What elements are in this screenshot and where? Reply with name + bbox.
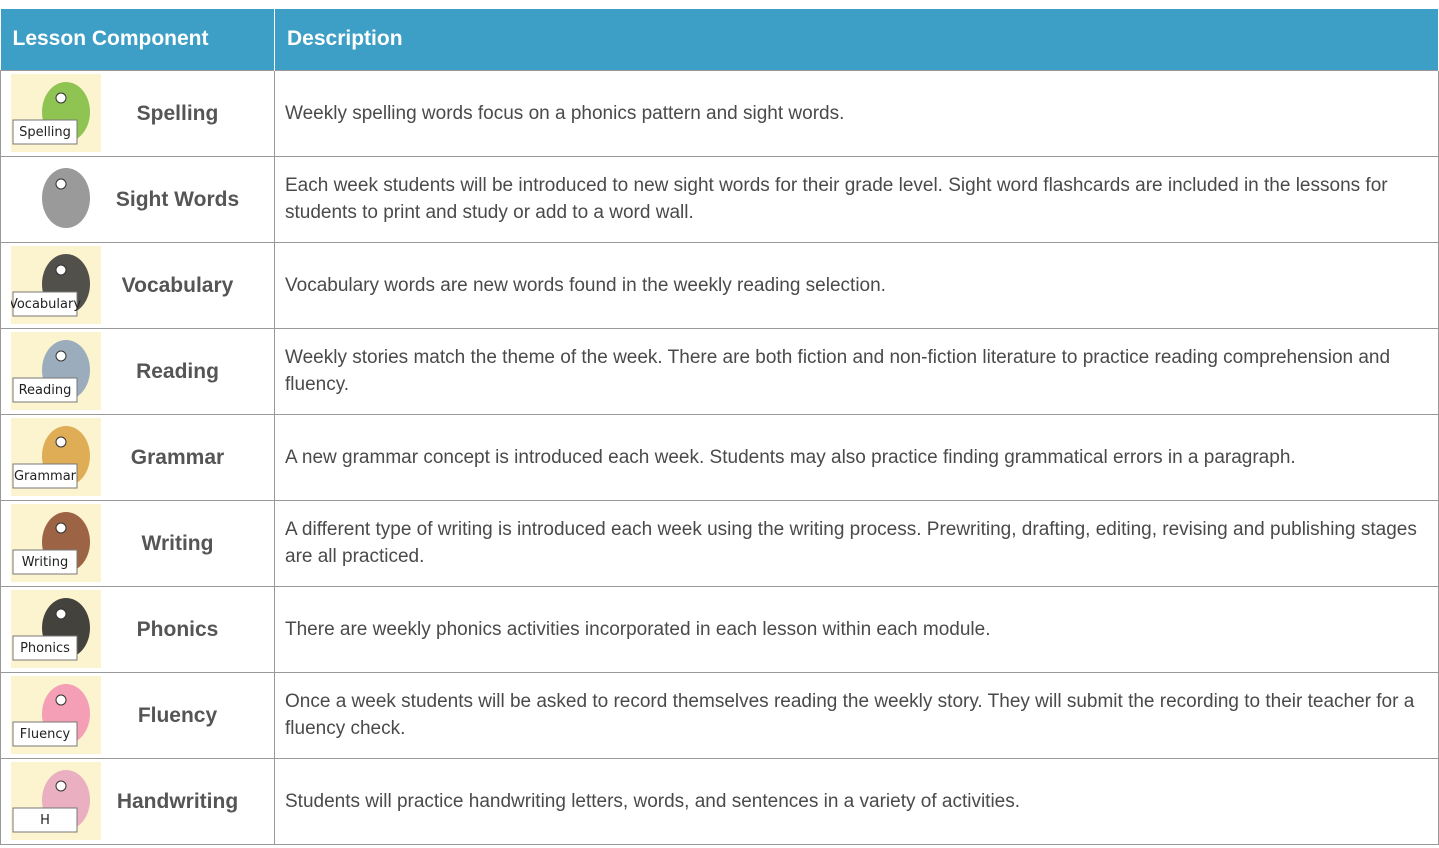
icon-sign bbox=[12, 635, 78, 660]
table-row: Sight Words Each week students will be in… bbox=[0, 155, 1439, 243]
component-name: Phonics bbox=[136, 617, 219, 641]
table-row: Vocabulary Vocabulary Vocabulary words are… bbox=[0, 241, 1439, 329]
icon-eye bbox=[55, 780, 67, 791]
icon-label: Reading bbox=[19, 383, 72, 398]
component-name: Writing bbox=[141, 531, 214, 555]
component-cell: Reading Reading bbox=[0, 327, 275, 415]
icon-label: Vocabulary bbox=[11, 297, 81, 312]
icon-sign bbox=[12, 807, 78, 832]
icon-eye bbox=[55, 350, 67, 361]
icon-sign bbox=[12, 119, 78, 144]
description-cell: Students will practice handwriting lette… bbox=[274, 757, 1439, 845]
icon-sign bbox=[12, 463, 78, 488]
table-row: Phonics Phonics There are weekly phonics a… bbox=[0, 585, 1439, 673]
icon-eye bbox=[55, 608, 67, 619]
table-row: Grammar Grammar A new grammar concept is i… bbox=[0, 413, 1439, 501]
table-row: Spelling Spelling Weekly spelling words fo… bbox=[0, 69, 1439, 157]
component-cell: Writing Writing bbox=[0, 499, 275, 587]
icon-label: Writing bbox=[22, 555, 68, 570]
icon-sign bbox=[12, 377, 78, 402]
icon-eye bbox=[55, 522, 67, 533]
icon-eye bbox=[55, 178, 67, 189]
component-icon: Vocabulary bbox=[11, 245, 101, 324]
component-cell: H Handwriting bbox=[0, 757, 275, 845]
component-cell: Fluency Fluency bbox=[0, 671, 275, 759]
description-cell: There are weekly phonics activities inco… bbox=[274, 585, 1439, 673]
component-icon: Writing bbox=[11, 503, 101, 582]
description-cell: Vocabulary words are new words found in … bbox=[274, 241, 1439, 329]
table-row: Writing Writing A different type of writin… bbox=[0, 499, 1439, 587]
icon-sign bbox=[12, 291, 78, 316]
icon-label: Grammar bbox=[14, 469, 77, 484]
component-name: Spelling bbox=[136, 101, 219, 125]
component-cell: Phonics Phonics bbox=[0, 585, 275, 673]
component-cell: Sight Words bbox=[0, 155, 275, 243]
component-cell: Spelling Spelling bbox=[0, 69, 275, 157]
component-name: Sight Words bbox=[115, 187, 240, 211]
icon-sign bbox=[12, 721, 78, 746]
table-row: H Handwriting Students will practice handw… bbox=[0, 757, 1439, 845]
component-icon: Reading bbox=[11, 331, 101, 410]
description-cell: Weekly spelling words focus on a phonics… bbox=[274, 69, 1439, 157]
component-icon: Phonics bbox=[11, 589, 101, 668]
component-icon: Grammar bbox=[11, 417, 101, 496]
component-cell: Vocabulary Vocabulary bbox=[0, 241, 275, 329]
component-name: Vocabulary bbox=[121, 273, 234, 297]
component-cell: Grammar Grammar bbox=[0, 413, 275, 501]
icon-label: H bbox=[40, 813, 50, 828]
icon-eye bbox=[55, 694, 67, 705]
component-name: Grammar bbox=[130, 445, 225, 469]
icon-label: Phonics bbox=[20, 641, 70, 656]
icon-animal bbox=[42, 167, 90, 228]
description-cell: A new grammar concept is introduced each… bbox=[274, 413, 1439, 501]
icon-eye bbox=[55, 264, 67, 275]
table-body: Spelling Spelling Weekly spelling words fo… bbox=[0, 69, 1439, 845]
icon-label: Fluency bbox=[20, 727, 71, 742]
description-cell: Each week students will be introduced to… bbox=[274, 155, 1439, 243]
component-name: Handwriting bbox=[116, 789, 239, 813]
icon-eye bbox=[55, 436, 67, 447]
table-row: Reading Reading Weekly stories match the t… bbox=[0, 327, 1439, 415]
icon-eye bbox=[55, 92, 67, 103]
table-row: Fluency Fluency Once a week students will … bbox=[0, 671, 1439, 759]
description-cell: Once a week students will be asked to re… bbox=[274, 671, 1439, 759]
description-cell: Weekly stories match the theme of the we… bbox=[274, 327, 1439, 415]
component-icon bbox=[42, 167, 90, 228]
component-icon: Spelling bbox=[11, 73, 101, 152]
header-cell: Description bbox=[274, 9, 1439, 70]
component-name: Reading bbox=[136, 359, 219, 383]
header-cell: Lesson Component bbox=[0, 9, 275, 70]
lesson-table: Lesson Component Description Spelling Spe… bbox=[0, 9, 1439, 845]
icon-sign bbox=[12, 549, 78, 574]
component-icon: H bbox=[11, 761, 101, 840]
icon-label: Spelling bbox=[19, 125, 71, 140]
header-row: Lesson Component Description bbox=[0, 9, 1439, 70]
component-name: Fluency bbox=[137, 703, 218, 727]
description-cell: A different type of writing is introduce… bbox=[274, 499, 1439, 587]
component-icon: Fluency bbox=[11, 675, 101, 754]
